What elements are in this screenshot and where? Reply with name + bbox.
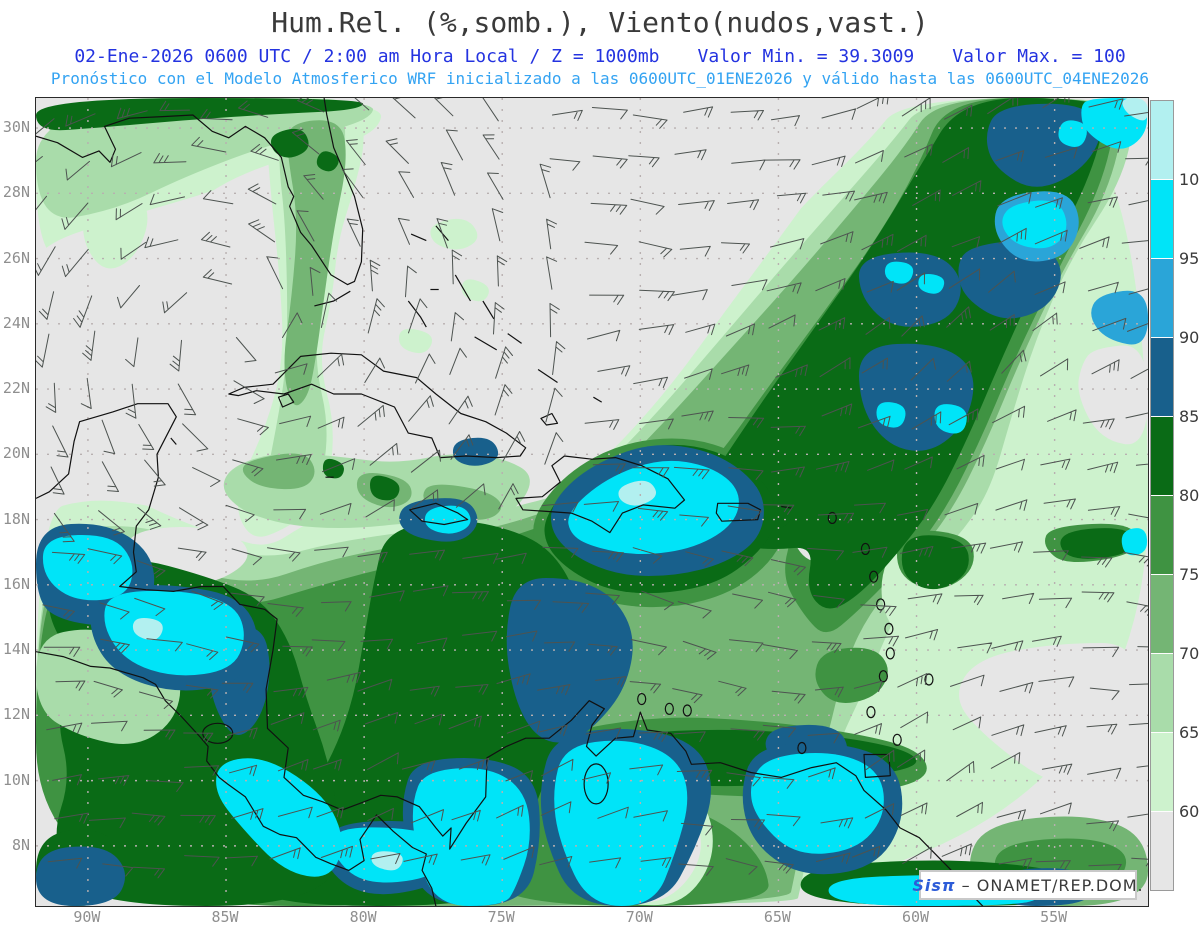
valid-time-text: 02-Ene-2026 0600 UTC / 2:00 am Hora Loca…	[74, 46, 660, 67]
lat-label-10N: 10N	[2, 770, 30, 789]
branding-sep-dash: –	[961, 875, 971, 895]
colorbar-label-75: 75	[1179, 565, 1200, 584]
datetime-line: 02-Ene-2026 0600 UTC / 2:00 am Hora Loca…	[0, 46, 1200, 67]
lon-label-60W: 60W	[901, 908, 930, 926]
colorbar-segment-5	[1151, 496, 1173, 575]
longitude-axis: 90W 85W 80W 75W 70W 65W 60W 55W	[35, 908, 1147, 926]
lat-label-12N: 12N	[2, 705, 30, 724]
latitude-axis: 30N 28N 26N 24N 22N 20N 18N 16N 14N 12N 10N 8N	[0, 97, 33, 905]
map-canvas[interactable]: Sisπ – ONAMET/REP.DOM.	[35, 97, 1149, 907]
humidity-wind-map	[36, 98, 1148, 906]
colorbar-segment-7	[1151, 654, 1173, 733]
lat-label-8N: 8N	[11, 835, 30, 854]
colorbar-segment-2	[1151, 259, 1173, 338]
valor-min-text: Valor Min. = 39.3009	[697, 46, 915, 67]
colorbar-segment-9	[1151, 812, 1173, 890]
lat-label-24N: 24N	[2, 313, 30, 332]
colorbar-label-65: 65	[1179, 723, 1200, 742]
colorbar-segment-3	[1151, 338, 1173, 417]
lon-label-90W: 90W	[73, 908, 101, 926]
branding-box: Sisπ – ONAMET/REP.DOM.	[912, 870, 1143, 900]
colorbar-segment-8	[1151, 733, 1173, 812]
lat-label-16N: 16N	[2, 574, 30, 593]
lon-label-55W: 55W	[1040, 908, 1068, 926]
lat-label-28N: 28N	[2, 183, 30, 202]
valor-max-text: Valor Max. = 100	[952, 46, 1126, 67]
colorbar-label-100: 100	[1179, 170, 1200, 189]
lat-label-26N: 26N	[2, 248, 30, 267]
lon-label-75W: 75W	[487, 908, 515, 926]
header: Hum.Rel. (%,somb.), Viento(nudos,vast.) …	[0, 0, 1200, 88]
branding-app: Sisπ	[912, 875, 956, 895]
colorbar-label-85: 85	[1179, 407, 1200, 426]
lon-label-65W: 65W	[763, 908, 791, 926]
colorbar-segment-1	[1151, 180, 1173, 259]
lon-label-80W: 80W	[349, 908, 377, 926]
branding-source: ONAMET/REP.DOM.	[976, 875, 1144, 895]
colorbar-label-90: 90	[1179, 328, 1200, 347]
colorbar-label-60: 60	[1179, 802, 1200, 821]
colorbar-label-70: 70	[1179, 644, 1200, 663]
humidity-contours	[36, 98, 1148, 906]
colorbar-segment-0	[1151, 101, 1173, 180]
colorbar-label-95: 95	[1179, 249, 1200, 268]
lat-label-20N: 20N	[2, 444, 30, 463]
colorbar-label-80: 80	[1179, 486, 1200, 505]
page-title: Hum.Rel. (%,somb.), Viento(nudos,vast.)	[271, 6, 929, 39]
lat-label-22N: 22N	[2, 379, 30, 398]
lon-label-85W: 85W	[211, 908, 239, 926]
wind-barbs	[36, 98, 1148, 879]
colorbar-segment-4	[1151, 417, 1173, 496]
lat-label-18N: 18N	[2, 509, 30, 528]
colorbar-segment-6	[1151, 575, 1173, 654]
forecast-line: Pronóstico con el Modelo Atmosferico WRF…	[50, 69, 1150, 88]
lat-label-14N: 14N	[2, 640, 30, 659]
lat-label-30N: 30N	[2, 118, 30, 137]
lon-label-70W: 70W	[625, 908, 653, 926]
colorbar	[1150, 100, 1174, 891]
